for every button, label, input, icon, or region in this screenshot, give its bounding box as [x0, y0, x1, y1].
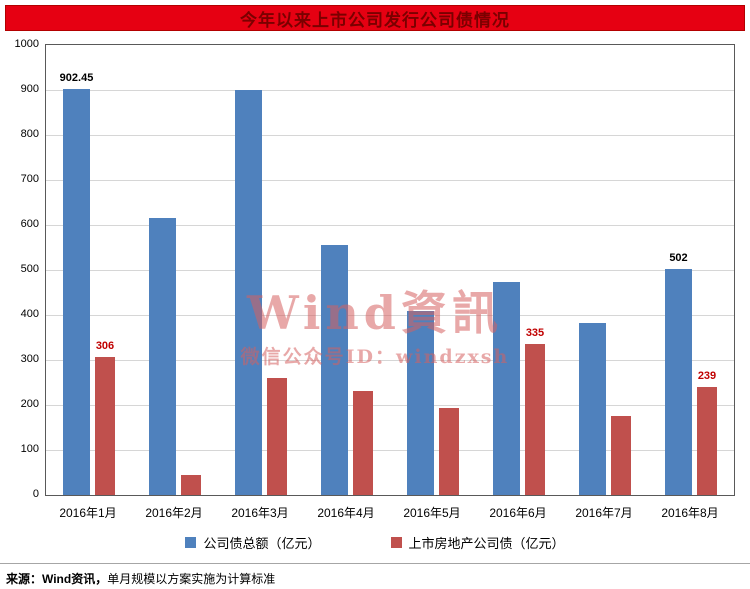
y-tick-label: 900	[20, 83, 39, 95]
bar-listed-realestate-bond	[697, 387, 717, 495]
bar-listed-realestate-bond	[267, 378, 287, 495]
y-tick-label: 600	[20, 218, 39, 230]
x-tick-label: 2016年1月	[59, 506, 117, 520]
legend-swatch	[185, 537, 197, 548]
bar-listed-realestate-bond	[439, 408, 459, 495]
x-tick-label: 2016年8月	[661, 506, 719, 520]
source-label: 来源：Wind资讯，	[6, 572, 108, 586]
gridline	[46, 270, 734, 271]
y-tick-label: 1000	[14, 38, 39, 50]
bar-data-label: 239	[697, 370, 717, 383]
bar-data-label: 902.45	[59, 71, 94, 84]
y-tick-label: 400	[20, 308, 39, 320]
y-tick-label: 200	[20, 398, 39, 410]
bar-corporate-bond-total	[579, 322, 606, 495]
y-tick-label: 0	[32, 488, 39, 500]
bar-listed-realestate-bond	[611, 416, 631, 495]
x-axis-labels: 2016年1月 2016年2月 2016年3月 2016年4月 2016年5月 2016年…	[45, 495, 733, 521]
bar-corporate-bond-total	[149, 218, 176, 495]
y-tick-label: 700	[20, 173, 39, 185]
legend-label: 上市房地产公司债（亿元）	[408, 536, 565, 551]
x-tick-label: 2016年5月	[403, 506, 461, 520]
y-tick-label: 500	[20, 263, 39, 275]
gridline	[46, 90, 734, 91]
chart-title-bar: 今年以来上市公司发行公司债情况	[5, 5, 745, 31]
bar-data-label: 502	[669, 252, 688, 265]
chart-title: 今年以来上市公司发行公司债情况	[240, 10, 510, 30]
x-tick-label: 2016年2月	[145, 506, 203, 520]
legend-item: 公司债总额（亿元）	[185, 533, 321, 552]
plot-area: 902.45 502 306 335 239	[45, 44, 735, 496]
legend-swatch	[390, 537, 402, 548]
source-note: 来源：Wind资讯，单月规模以方案实施为计算标准	[0, 563, 750, 587]
gridline	[46, 450, 734, 451]
y-axis: 0 100 200 300 400 500 600 700 800 900 1000	[0, 38, 42, 500]
bar-corporate-bond-total	[407, 311, 434, 495]
gridline	[46, 315, 734, 316]
legend: 公司债总额（亿元） 上市房地产公司债（亿元）	[0, 533, 750, 552]
bar-corporate-bond-total	[321, 245, 348, 495]
legend-label: 公司债总额（亿元）	[203, 536, 321, 551]
gridline	[46, 180, 734, 181]
bar-corporate-bond-total	[493, 282, 520, 495]
source-detail: 单月规模以方案实施为计算标准	[107, 572, 276, 586]
bar-corporate-bond-total	[63, 88, 90, 495]
bar-listed-realestate-bond	[95, 357, 115, 495]
bar-corporate-bond-total	[235, 90, 262, 495]
gridline	[46, 360, 734, 361]
y-tick-label: 100	[20, 443, 39, 455]
y-tick-label: 300	[20, 353, 39, 365]
gridline	[46, 225, 734, 226]
legend-item: 上市房地产公司债（亿元）	[390, 533, 565, 552]
bar-data-label: 306	[95, 340, 115, 353]
x-tick-label: 2016年3月	[231, 506, 289, 520]
bar-listed-realestate-bond	[181, 474, 201, 495]
bar-listed-realestate-bond	[525, 344, 545, 495]
bar-data-label: 335	[525, 327, 545, 340]
gridline	[46, 135, 734, 136]
x-tick-label: 2016年4月	[317, 506, 375, 520]
x-tick-label: 2016年7月	[575, 506, 633, 520]
gridline	[46, 405, 734, 406]
y-tick-label: 800	[20, 128, 39, 140]
bar-listed-realestate-bond	[353, 390, 373, 495]
x-tick-label: 2016年6月	[489, 506, 547, 520]
bar-corporate-bond-total	[665, 269, 692, 495]
